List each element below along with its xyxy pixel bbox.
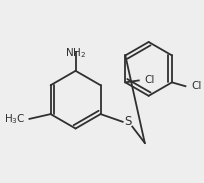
Text: S: S — [124, 115, 131, 128]
Text: NH$_2$: NH$_2$ — [65, 46, 86, 60]
Text: H$_3$C: H$_3$C — [4, 112, 26, 126]
Text: Cl: Cl — [191, 81, 202, 91]
Text: Cl: Cl — [145, 75, 155, 85]
